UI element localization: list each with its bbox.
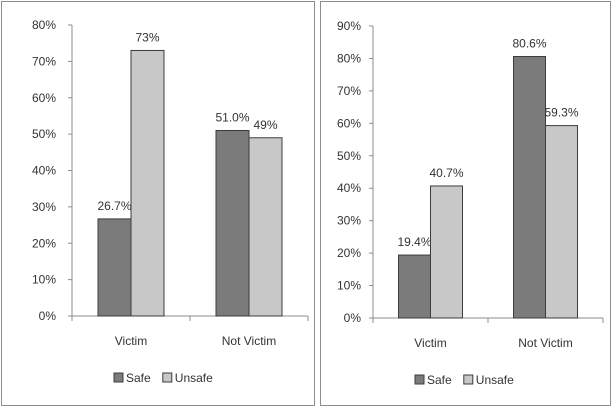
chart-panel-left: 0% 10% 20% 30% 40% 50% 60% 70% 80% 26.7% 73% Victim… [1, 1, 315, 406]
bar-chart-left: 0% 10% 20% 30% 40% 50% 60% 70% 80% 26.7% 73% Victim… [32, 18, 309, 385]
y-tick-label: 80% [32, 18, 56, 32]
bar-chart-right: 0% 10% 20% 30% 40% 50% 60% 70% 80% 90% 19.4% 40.7% V… [337, 19, 604, 387]
data-label: 26.7% [97, 199, 131, 213]
bar-safe-victim [97, 218, 132, 317]
y-tick-label: 40% [337, 181, 361, 195]
legend: Safe Unsafe [414, 373, 514, 387]
y-tick-label: 40% [32, 164, 56, 178]
y-tick-label: 10% [337, 279, 361, 293]
data-label: 59.3% [544, 106, 578, 120]
legend: Safe Unsafe [113, 371, 213, 385]
y-tick-label: 80% [337, 51, 361, 65]
legend-swatch-safe [414, 374, 425, 385]
x-category-label: Not Victim [222, 334, 276, 348]
x-category-label: Victim [115, 334, 147, 348]
data-label: 51.0% [215, 110, 249, 124]
x-category-label: Not Victim [518, 336, 572, 350]
y-tick-label: 30% [32, 200, 56, 214]
y-tick-label: 50% [337, 149, 361, 163]
data-label: 19.4% [397, 235, 431, 249]
data-label: 80.6% [512, 36, 546, 50]
bar-unsafe-not-victim [545, 125, 578, 319]
y-tick-label: 0% [344, 311, 362, 325]
legend-label-unsafe: Unsafe [476, 373, 514, 387]
legend-label-safe: Safe [126, 371, 151, 385]
legend-swatch-unsafe [162, 372, 173, 383]
legend-swatch-unsafe [463, 374, 474, 385]
y-tick-label: 20% [32, 236, 56, 250]
bar-safe-victim [398, 254, 431, 319]
bar-unsafe-victim [130, 49, 165, 317]
y-tick-label: 10% [32, 273, 56, 287]
y-tick-label: 60% [337, 116, 361, 130]
y-tick-label: 70% [32, 54, 56, 68]
data-label: 73% [135, 30, 159, 44]
y-tick-label: 50% [32, 127, 56, 141]
legend-label-unsafe: Unsafe [175, 371, 213, 385]
legend-swatch-safe [113, 372, 124, 383]
bar-unsafe-not-victim [248, 137, 283, 317]
x-category-label: Victim [414, 336, 446, 350]
bar-safe-not-victim [513, 55, 546, 319]
y-tick-label: 30% [337, 214, 361, 228]
data-label: 40.7% [429, 166, 463, 180]
legend-label-safe: Safe [427, 373, 452, 387]
chart-panel-right: 0% 10% 20% 30% 40% 50% 60% 70% 80% 90% 19.4% 40.7% V… [320, 1, 611, 406]
y-tick-label: 20% [337, 246, 361, 260]
y-tick-label: 70% [337, 84, 361, 98]
bar-safe-not-victim [215, 129, 250, 317]
y-tick-label: 0% [39, 309, 57, 323]
bar-unsafe-victim [430, 185, 463, 319]
data-label: 49% [253, 118, 277, 132]
y-tick-label: 60% [32, 91, 56, 105]
y-tick-label: 90% [337, 19, 361, 33]
